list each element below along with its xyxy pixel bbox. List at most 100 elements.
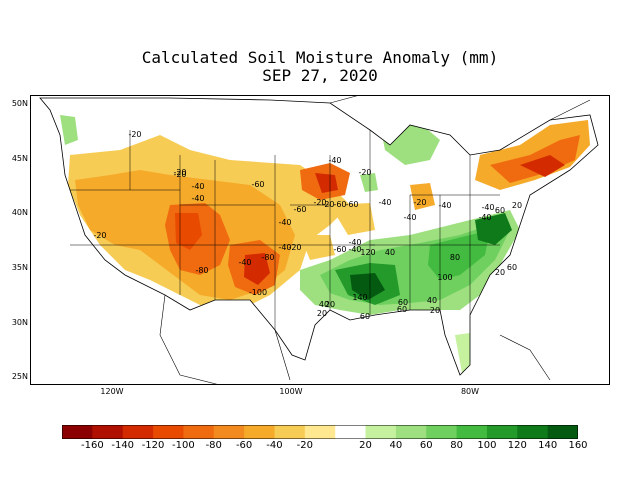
soil-moisture-map: -20-20-40-40-60-60-60-60-20-20 -40-20-40-… bbox=[30, 95, 610, 385]
contour-label: -60 bbox=[333, 245, 346, 254]
colorbar-swatch bbox=[304, 425, 336, 439]
contour-label: -40 bbox=[481, 203, 494, 212]
contour-label: -60 bbox=[293, 205, 306, 214]
lon-label-120w: 120W bbox=[100, 387, 124, 396]
lon-label-100w: 100W bbox=[279, 387, 303, 396]
contour-label: -100 bbox=[249, 288, 267, 297]
contour-label: -40 bbox=[403, 213, 416, 222]
map-title: Calculated Soil Moisture Anomaly (mm) bbox=[141, 48, 499, 67]
contour-label: -20 bbox=[413, 198, 426, 207]
colorbar-tick-label: -100 bbox=[172, 440, 195, 451]
colorbar-swatch bbox=[92, 425, 124, 439]
colorbar-tick-label: 60 bbox=[419, 440, 433, 451]
lat-label-35n: 35N bbox=[11, 263, 28, 272]
contour-label: 20 bbox=[430, 306, 440, 315]
colorbar-tick-label: -80 bbox=[205, 440, 222, 451]
contour-label: 60 bbox=[507, 263, 517, 272]
contour-label: -60 bbox=[251, 180, 264, 189]
colorbar-border bbox=[62, 425, 578, 439]
colorbar-tick-label: 120 bbox=[507, 440, 527, 451]
colorbar-tick-label: 160 bbox=[568, 440, 588, 451]
colorbar bbox=[62, 425, 578, 439]
contour-label: -80 bbox=[195, 266, 208, 275]
anomaly-fills bbox=[60, 115, 590, 373]
colorbar-swatch bbox=[486, 425, 518, 439]
colorbar-swatch bbox=[335, 425, 367, 439]
contour-label: 40 bbox=[427, 296, 437, 305]
map-border bbox=[30, 95, 610, 385]
contour-label: -20 bbox=[93, 231, 106, 240]
lon-label-80w: 80W bbox=[460, 387, 480, 396]
colorbar-tick-label: -20 bbox=[296, 440, 313, 451]
map-date: SEP 27, 2020 bbox=[262, 66, 378, 85]
lat-label-45n: 45N bbox=[11, 154, 28, 163]
colorbar-swatch bbox=[183, 425, 215, 439]
contour-label: 100 bbox=[437, 273, 452, 282]
colorbar-tick-label: -60 bbox=[235, 440, 253, 451]
contour-label: -40 bbox=[478, 213, 491, 222]
contour-label: -40 bbox=[278, 243, 291, 252]
contour-label: -20 bbox=[288, 243, 301, 252]
contour-label: -40 bbox=[238, 258, 251, 267]
colorbar-tick-label: 40 bbox=[389, 440, 403, 451]
contour-label: 40 bbox=[385, 248, 395, 257]
colorbar-tick-label: 20 bbox=[359, 440, 372, 451]
colorbar-tick-label: -160 bbox=[80, 440, 104, 451]
contour-label: 60 bbox=[398, 298, 408, 307]
country-outline bbox=[39, 97, 599, 376]
colorbar-swatch bbox=[122, 425, 154, 439]
contour-label: 20 bbox=[495, 268, 505, 277]
colorbar-swatch bbox=[213, 425, 245, 439]
colorbar-swatch bbox=[547, 425, 578, 439]
contour-label: -20 bbox=[313, 198, 326, 207]
contour-label: -40 bbox=[191, 182, 204, 191]
lat-label-25n: 25N bbox=[11, 372, 28, 381]
contour-label: -20 bbox=[173, 168, 186, 177]
colorbar-tick-label: -40 bbox=[266, 440, 283, 451]
contour-label: 120 bbox=[360, 248, 375, 257]
contour-labels: -20-20-40-40-60-60-60-60-20-20 -40-20-40-… bbox=[93, 130, 522, 321]
contour-label: 20 bbox=[512, 201, 522, 210]
contour-label: -40 bbox=[348, 245, 361, 254]
contour-label: 20 bbox=[317, 309, 327, 318]
neighbor-boundaries bbox=[159, 95, 591, 385]
lat-label-40n: 40N bbox=[11, 208, 28, 217]
colorbar-tick-label: 100 bbox=[477, 440, 497, 451]
colorbar-tick-label: 80 bbox=[450, 440, 463, 451]
colorbar-swatch bbox=[244, 425, 275, 439]
colorbar-swatch bbox=[274, 425, 306, 439]
contour-label: 60 bbox=[495, 206, 505, 215]
contour-label: -40 bbox=[348, 238, 361, 247]
colorbar-swatch bbox=[62, 425, 93, 439]
lat-label-30n: 30N bbox=[11, 318, 28, 327]
contour-label: -40 bbox=[278, 218, 291, 227]
colorbar-swatch bbox=[153, 425, 184, 439]
contour-label: -40 bbox=[438, 201, 451, 210]
contour-label: -20 bbox=[128, 130, 141, 139]
contour-label: -20 bbox=[173, 170, 186, 179]
colorbar-tick-label: -120 bbox=[141, 440, 165, 451]
contour-label: 60 bbox=[397, 305, 407, 314]
contour-label: 60 bbox=[360, 312, 370, 321]
contour-label: -20 bbox=[358, 168, 371, 177]
colorbar-swatch bbox=[456, 425, 488, 439]
colorbar-tick-label: 140 bbox=[538, 440, 558, 451]
colorbar-swatch bbox=[395, 425, 427, 439]
contour-label: -20 bbox=[321, 200, 334, 209]
lat-label-50n: 50N bbox=[11, 99, 28, 108]
contour-label: -60 bbox=[345, 200, 358, 209]
contour-label: 20 bbox=[325, 300, 335, 309]
contour-label: 80 bbox=[450, 253, 460, 262]
contour-label: -80 bbox=[261, 253, 274, 262]
colorbar-swatch bbox=[426, 425, 458, 439]
contour-label: -60 bbox=[333, 200, 346, 209]
contour-label: 140 bbox=[352, 293, 367, 302]
state-boundaries bbox=[70, 130, 500, 330]
colorbar-swatch bbox=[365, 425, 397, 439]
contour-label: -40 bbox=[191, 194, 204, 203]
contour-label: -40 bbox=[328, 156, 341, 165]
contour-label: 40 bbox=[319, 300, 329, 309]
colorbar-tick-label: -140 bbox=[111, 440, 135, 451]
colorbar-swatch bbox=[517, 425, 549, 439]
contour-label: -40 bbox=[378, 198, 391, 207]
